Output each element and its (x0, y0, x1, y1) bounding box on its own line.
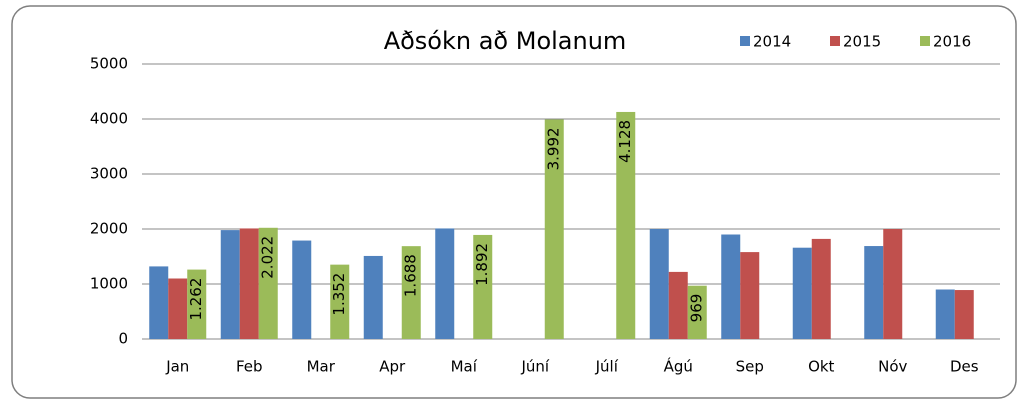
bar (330, 264, 350, 339)
bar (740, 252, 760, 339)
y-tick-label: 3000 (90, 165, 128, 183)
data-label: 1.262 (187, 278, 205, 321)
bar (220, 230, 240, 339)
data-label: 1.892 (473, 243, 491, 286)
legend-swatch (920, 36, 930, 46)
bar (258, 227, 278, 339)
bar (935, 289, 955, 339)
bar (792, 247, 812, 339)
chart-title: Aðsókn að Molanum (384, 27, 627, 55)
bar (363, 255, 383, 339)
x-tick-label: Jan (165, 358, 189, 376)
x-tick-label: Des (950, 358, 979, 376)
x-tick-label: Mar (307, 358, 336, 376)
bar (811, 238, 831, 339)
bar (168, 278, 188, 339)
legend-label: 2014 (753, 33, 791, 51)
bar (954, 290, 974, 339)
x-tick-label: Okt (808, 358, 834, 376)
bar (721, 234, 741, 339)
legend-swatch (740, 36, 750, 46)
y-tick-label: 2000 (90, 220, 128, 238)
bar (435, 228, 455, 339)
legend-swatch (830, 36, 840, 46)
x-tick-label: Feb (236, 358, 263, 376)
data-label: 4.128 (616, 120, 634, 163)
data-label: 1.352 (330, 273, 348, 316)
y-tick-label: 5000 (90, 55, 128, 73)
x-tick-label: Ágú (664, 357, 693, 376)
bar (864, 246, 884, 339)
bar (473, 234, 493, 339)
bar (668, 271, 688, 339)
y-tick-label: 4000 (90, 110, 128, 128)
legend-label: 2016 (933, 33, 971, 51)
data-label: 1.688 (402, 254, 420, 297)
x-tick-label: Júlí (595, 358, 619, 376)
data-label: 2.022 (259, 236, 277, 279)
bar (687, 285, 707, 339)
bar (149, 266, 169, 339)
bar (401, 246, 421, 339)
bar (649, 229, 669, 339)
y-tick-label: 0 (118, 330, 128, 348)
bar (187, 269, 207, 339)
bar (544, 119, 564, 339)
y-tick-label: 1000 (90, 275, 128, 293)
bar (616, 111, 636, 340)
data-label: 969 (688, 294, 706, 323)
legend-label: 2015 (843, 33, 881, 51)
bar (292, 240, 312, 339)
x-tick-label: Sep (736, 358, 764, 376)
bar (239, 228, 259, 339)
x-tick-label: Júní (520, 358, 549, 376)
x-tick-label: Maí (451, 358, 478, 376)
data-label: 3.992 (545, 127, 563, 170)
x-tick-label: Nóv (878, 358, 907, 376)
x-tick-label: Apr (379, 358, 406, 376)
bar (883, 229, 903, 339)
